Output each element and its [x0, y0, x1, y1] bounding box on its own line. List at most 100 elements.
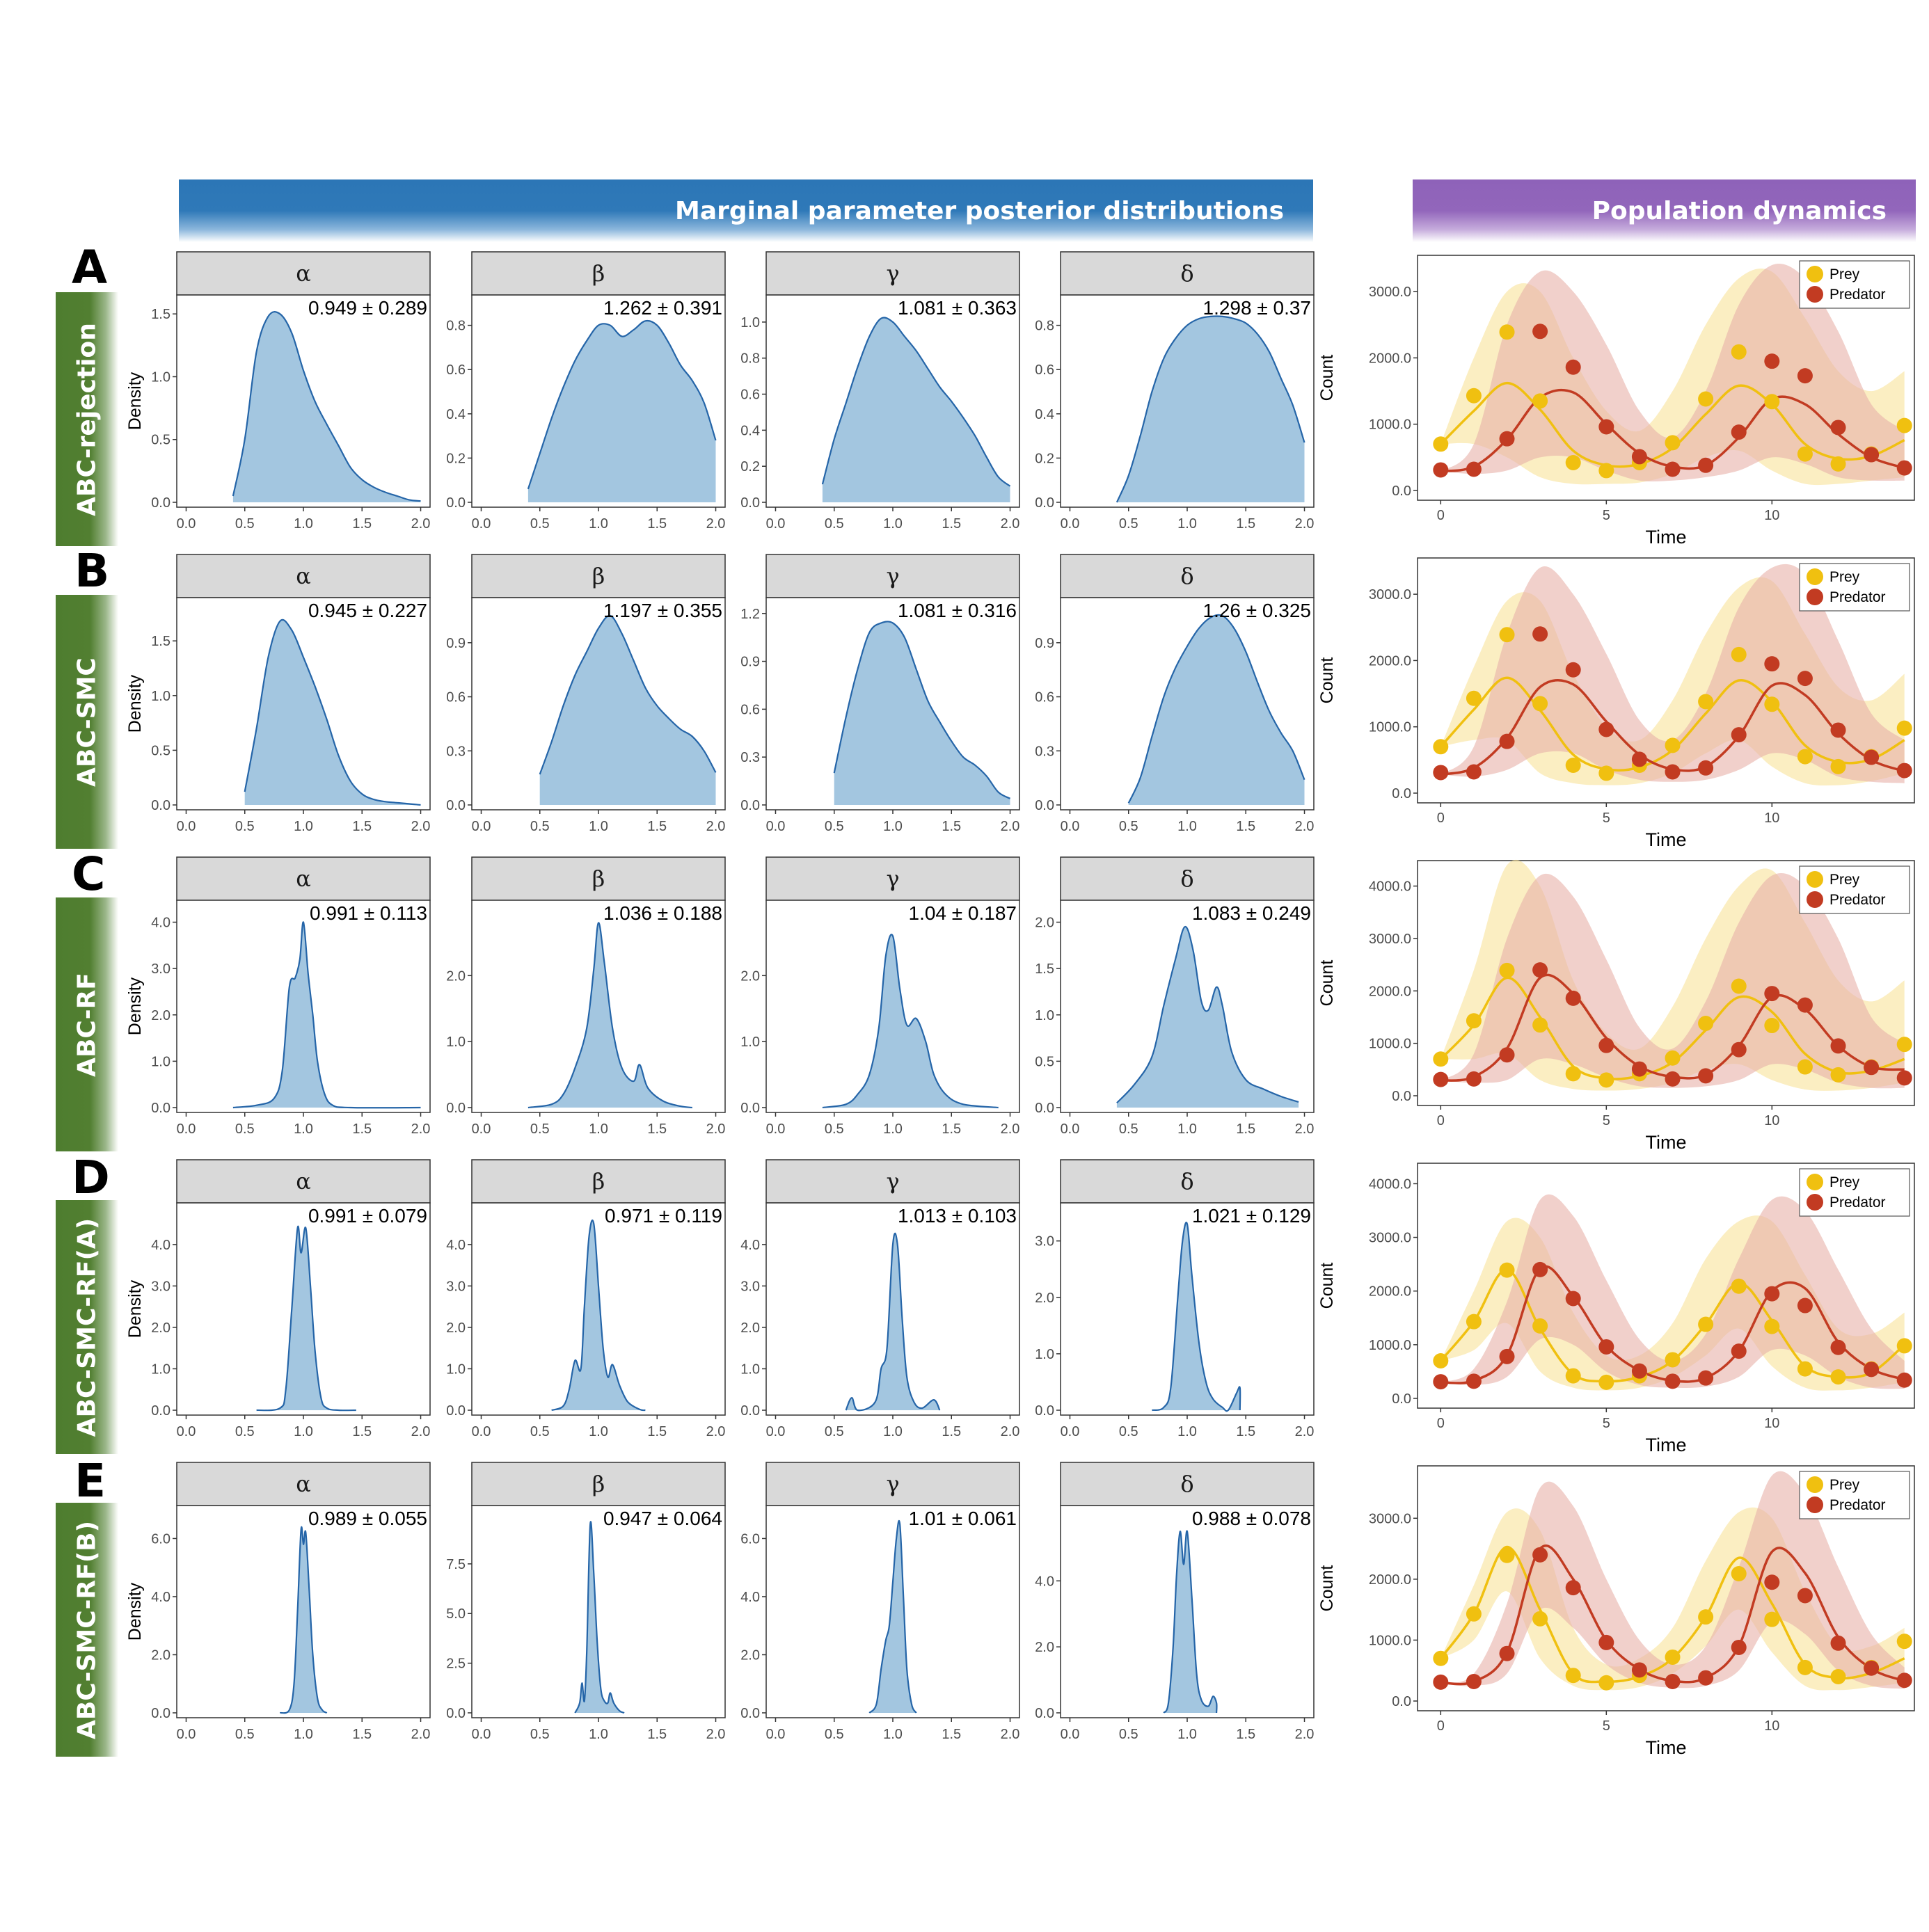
y-tick-label: 1.0: [740, 315, 760, 330]
density-panel: δ 1.083 ± 0.249 0.0 0.5 1.0 1.5 2.0 0.0 0.5 1.0 1.…: [1035, 856, 1315, 1137]
density-area: [869, 1520, 916, 1713]
x-tick-label: 0.0: [766, 1727, 786, 1742]
y-tick-label: 1.5: [1035, 961, 1054, 977]
x-tick-label: 1.0: [294, 1121, 313, 1137]
prey-observed-point: [1896, 1338, 1912, 1354]
prey-observed-point: [1731, 344, 1747, 360]
y-tick-label: 1.5: [151, 307, 170, 322]
predator-observed-point: [1797, 1298, 1813, 1314]
y-tick-label: 2.0: [1035, 1291, 1054, 1306]
density-area: [527, 321, 716, 502]
prey-observed-point: [1665, 435, 1681, 451]
x-tick-label: 1.5: [647, 1424, 667, 1439]
density-panel: γ 1.01 ± 0.061 0.0 2.0 4.0 6.0 0.0 0.5 1.0 1.5 2.0: [740, 1462, 1020, 1742]
predator-observed-point: [1433, 1374, 1449, 1390]
y-tick-label: 1.0: [1035, 1008, 1054, 1023]
x-tick-label: 1.5: [352, 1121, 372, 1137]
prey-observed-point: [1433, 436, 1449, 452]
x-tick-label: 1.0: [883, 516, 903, 532]
predator-observed-point: [1665, 461, 1681, 477]
density-panel: β 1.197 ± 0.355 0.0 0.3 0.6 0.9 0.0 0.5 1.0 1.5 2.…: [446, 554, 726, 834]
predator-observed-point: [1764, 986, 1780, 1002]
facet-strip: [176, 554, 431, 598]
facet-strip: [471, 1159, 726, 1204]
posterior-stat-label: 0.945 ± 0.227: [308, 600, 427, 621]
predator-credible-band: [1440, 564, 1905, 783]
predator-observed-point: [1466, 1373, 1482, 1389]
y-tick-label: 1.0: [740, 1035, 760, 1050]
dynamics-header-text: Population dynamics: [1591, 196, 1887, 225]
x-tick-label: 0.5: [825, 1121, 844, 1137]
x-tick-label: 0.5: [235, 1121, 255, 1137]
y-tick-label: 2.0: [1035, 1640, 1054, 1655]
x-tick-label: 1.5: [942, 1121, 961, 1137]
y-tick-label: 0.0: [740, 495, 760, 511]
x-tick-label: 0.5: [1119, 1121, 1138, 1137]
density-area: [280, 1526, 327, 1714]
prey-observed-point: [1797, 1059, 1813, 1075]
predator-observed-point: [1565, 1580, 1581, 1596]
prey-observed-point: [1764, 394, 1780, 410]
x-tick-label: 1.0: [294, 1727, 313, 1742]
prey-observed-point: [1565, 1066, 1581, 1082]
facet-strip-label: β: [592, 1168, 605, 1195]
density-area: [834, 621, 1010, 805]
panel-letter-c: C: [72, 847, 106, 901]
legend: Prey Predator: [1799, 865, 1910, 914]
prey-observed-point: [1764, 1611, 1780, 1627]
y-tick-label: 0.0: [446, 495, 466, 511]
y-tick-label: 0.9: [740, 655, 760, 670]
x-tick-label: 10: [1764, 1718, 1779, 1734]
legend-predator-swatch: [1807, 1194, 1823, 1211]
x-tick-label: 2.0: [706, 1727, 726, 1742]
x-tick-label: 1.0: [1177, 1424, 1197, 1439]
count-axis-label: Count: [1317, 960, 1337, 1007]
predator-observed-point: [1698, 1370, 1714, 1386]
facet-strip: [765, 1462, 1020, 1506]
predator-observed-point: [1532, 626, 1548, 642]
x-tick-label: 2.0: [1001, 1727, 1020, 1742]
x-tick-label: 1.0: [883, 819, 903, 834]
x-tick-label: 0.5: [235, 516, 255, 532]
x-tick-label: 0.5: [1119, 819, 1138, 834]
facet-strip: [765, 554, 1020, 598]
facet-strip: [176, 251, 431, 296]
prey-observed-point: [1665, 1050, 1681, 1066]
predator-observed-point: [1565, 990, 1581, 1006]
density-line: [527, 922, 692, 1109]
method-label-b: ABC-SMC: [56, 595, 118, 849]
y-tick-label: 0.0: [446, 1706, 466, 1721]
x-tick-label: 0.0: [1061, 1727, 1080, 1742]
x-tick-label: 0.0: [472, 819, 491, 834]
facet-strip-label: δ: [1180, 1471, 1193, 1497]
facet-strip: [176, 856, 431, 901]
density-panel: α 0.945 ± 0.227 0.0 0.5 1.0 1.5 0.0 0.5 1.0 1.5 2.…: [125, 554, 431, 834]
predator-observed-point: [1864, 1660, 1880, 1676]
prey-observed-point: [1433, 1353, 1449, 1368]
facet-strip-label: β: [592, 260, 605, 287]
facet-strip-label: α: [296, 563, 311, 589]
prey-observed-point: [1698, 1016, 1714, 1032]
legend-prey-swatch: [1807, 1174, 1823, 1190]
y-tick-label: 2.5: [446, 1656, 466, 1672]
posterior-stat-label: 1.262 ± 0.391: [603, 297, 722, 319]
predator-observed-point: [1665, 1673, 1681, 1689]
y-tick-label: 0.2: [1035, 451, 1054, 466]
facet-strip: [765, 1159, 1020, 1204]
prey-observed-point: [1466, 1314, 1482, 1330]
y-tick-label: 0.5: [151, 743, 170, 758]
y-tick-label: 1000.0: [1369, 720, 1411, 735]
prey-observed-point: [1896, 720, 1912, 736]
posterior-stat-label: 0.991 ± 0.113: [310, 902, 427, 924]
facet-strip-label: δ: [1180, 1168, 1193, 1195]
posterior-stat-label: 1.26 ± 0.325: [1203, 600, 1312, 621]
x-tick-label: 1.0: [883, 1727, 903, 1742]
prey-observed-point: [1731, 1278, 1747, 1294]
posterior-header-text: Marginal parameter posterior distributio…: [675, 196, 1284, 225]
y-tick-label: 0.0: [446, 1101, 466, 1116]
y-tick-label: 0.0: [1392, 1391, 1411, 1407]
x-tick-label: 1.5: [1236, 1424, 1255, 1439]
predator-observed-point: [1565, 662, 1581, 678]
density-panel: β 0.947 ± 0.064 0.0 2.5 5.0 7.5 0.0 0.5 1.0 1.5 2.…: [446, 1462, 726, 1742]
